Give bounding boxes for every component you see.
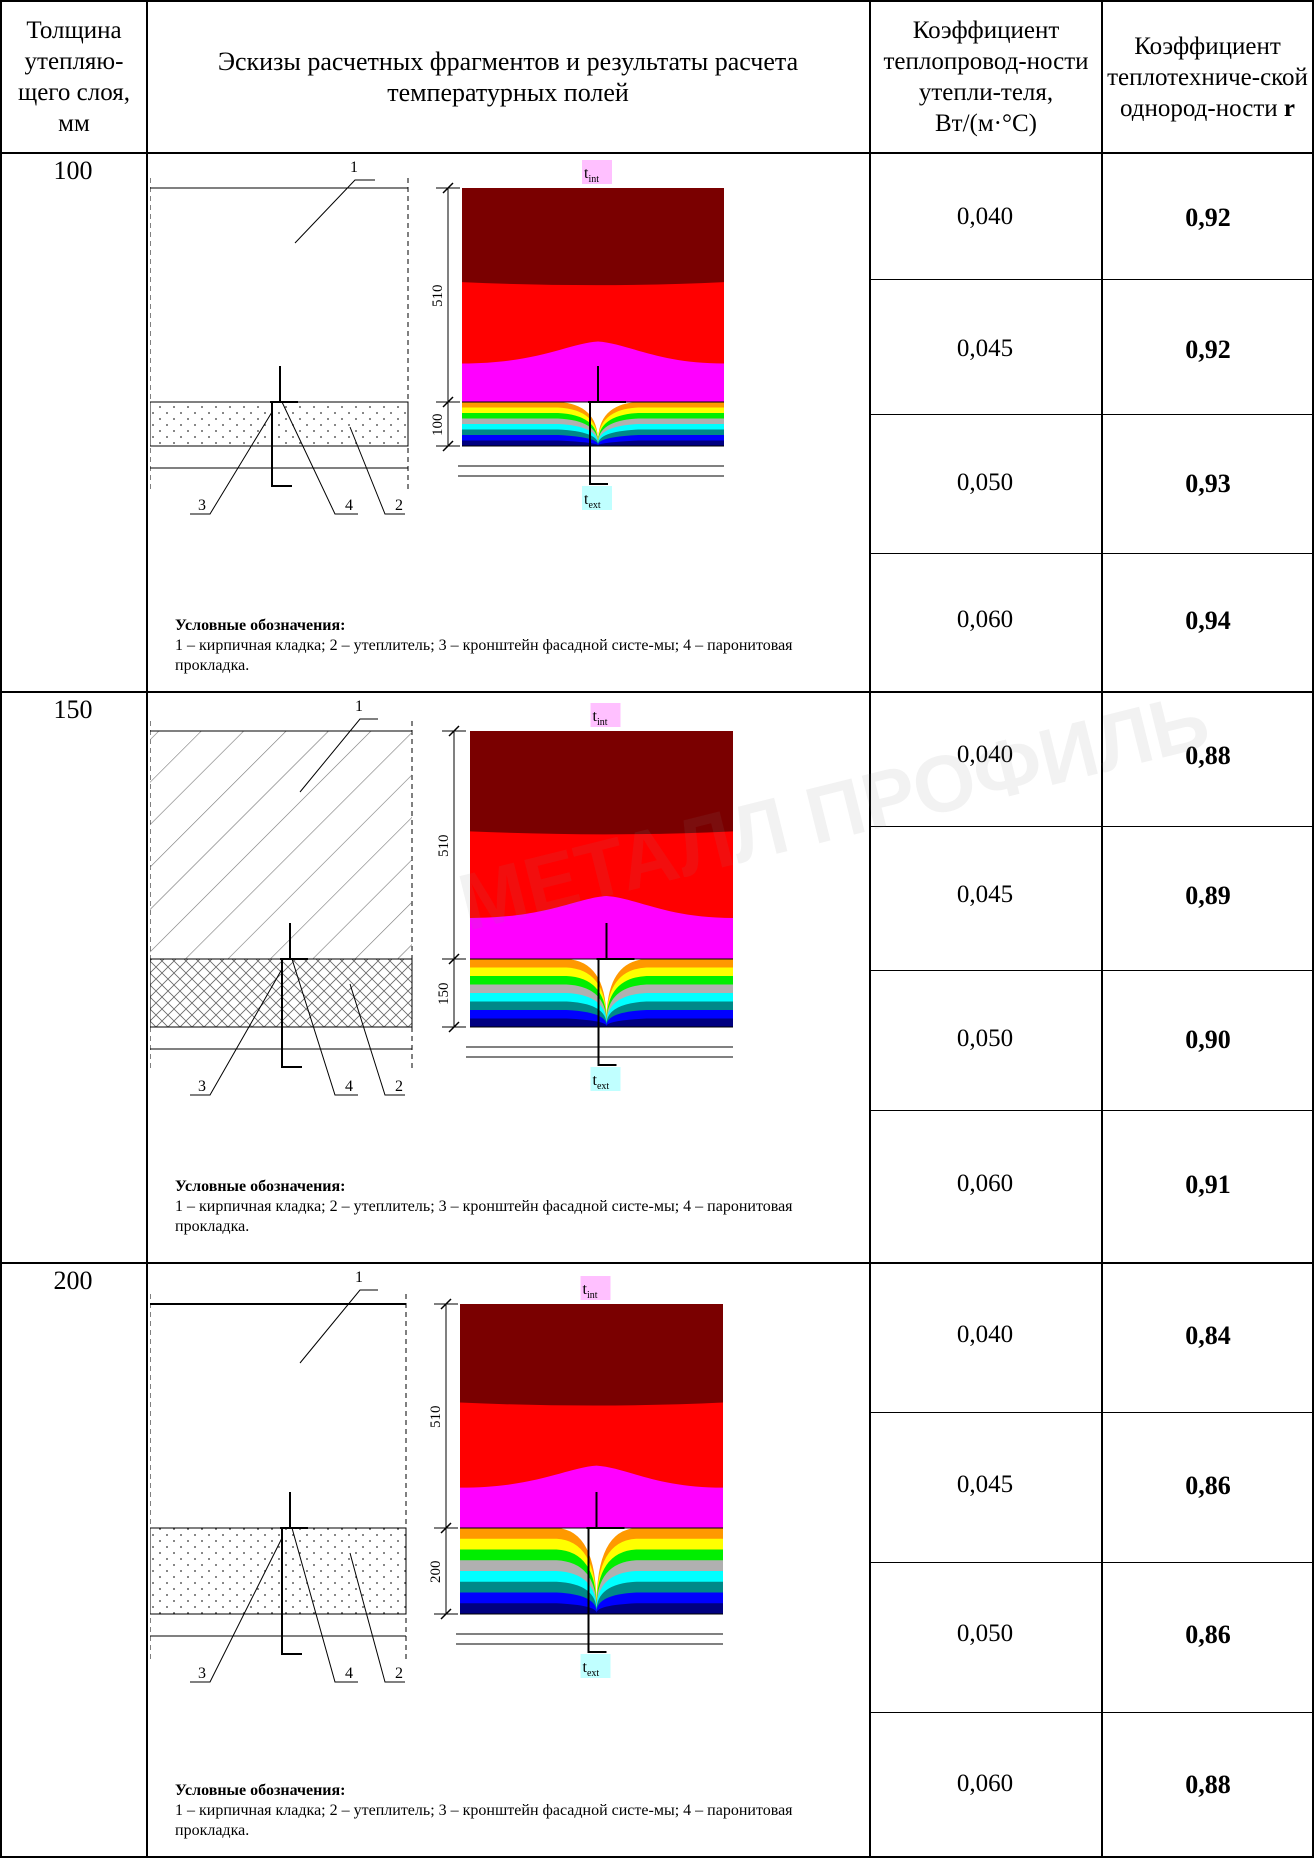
thickness-value: 100 [53, 156, 93, 185]
callout-number: 1 [355, 698, 363, 715]
legend: Условные обозначения: 1 – кирпичная кладк… [175, 1781, 855, 1841]
uniformity-value: 0,86 [1185, 1620, 1231, 1649]
legend-text: 1 – кирпичная кладка; 2 – утеплитель; 3 … [175, 637, 793, 674]
legend: Условные обозначения: 1 – кирпичная кладк… [175, 1177, 855, 1237]
section-figure: 1 3 4 2 510 200 tint text [150, 1269, 723, 1683]
legend-title: Условные обозначения: [175, 1178, 346, 1195]
conductivity-value: 0,045 [956, 335, 1014, 362]
text-label: text [583, 1659, 600, 1679]
header-uniformity-text: Коэффициент теплотехниче-ской однород-но… [1107, 32, 1308, 122]
column-divider [1101, 2, 1103, 1856]
header-sketches: Эскизы расчетных фрагментов и результаты… [217, 47, 799, 107]
column-divider [869, 2, 871, 1856]
callout-number: 2 [395, 1665, 403, 1682]
header-uniformity: Коэффициент теплотехниче-ской однород-но… [1105, 2, 1310, 152]
header-r-symbol: r [1283, 94, 1295, 122]
uniformity-value: 0,93 [1185, 469, 1231, 498]
legend-title: Условные обозначения: [175, 1782, 346, 1799]
text-label: text [593, 1072, 610, 1092]
section-figure: 1 3 4 2 510 150 tint text [150, 698, 733, 1096]
legend-title: Условные обозначения: [175, 617, 346, 634]
legend-text: 1 – кирпичная кладка; 2 – утеплитель; 3 … [175, 1198, 793, 1235]
uniformity-value: 0,84 [1185, 1321, 1231, 1350]
row-divider [870, 553, 1314, 554]
callout-number: 2 [395, 1078, 403, 1095]
thickness-value: 150 [53, 695, 93, 724]
table-top-border [0, 0, 1314, 2]
table-bottom-border [0, 1856, 1314, 1858]
conductivity-value: 0,050 [956, 469, 1014, 496]
conductivity-value: 0,040 [956, 203, 1014, 230]
uniformity-value: 0,89 [1185, 881, 1231, 910]
tint-label: tint [593, 708, 608, 728]
dimension-wall: 510 [430, 285, 446, 308]
conductivity-value: 0,050 [956, 1025, 1014, 1052]
header-conductivity: Коэффициент теплопровод-ности утепли-тел… [883, 17, 1089, 137]
conductivity-value: 0,040 [956, 741, 1014, 768]
uniformity-value: 0,91 [1185, 1170, 1231, 1199]
conductivity-value: 0,040 [956, 1321, 1014, 1348]
column-divider [146, 2, 148, 1856]
header-thickness: Толщина утепляю-щего слоя, мм [17, 17, 131, 137]
callout-number: 3 [198, 1665, 206, 1682]
header-divider [0, 152, 1314, 154]
table-right-border [1312, 2, 1314, 1856]
conductivity-value: 0,060 [956, 1770, 1014, 1797]
legend: Условные обозначения: 1 – кирпичная кладк… [175, 616, 855, 676]
tint-label: tint [583, 1281, 598, 1301]
callout-number: 4 [345, 497, 353, 514]
row-divider [870, 279, 1314, 280]
callout-number: 4 [345, 1665, 353, 1682]
row-divider [870, 826, 1314, 827]
text-label: text [584, 491, 601, 511]
conductivity-value: 0,045 [956, 881, 1014, 908]
row-divider [870, 970, 1314, 971]
uniformity-value: 0,86 [1185, 1471, 1231, 1500]
conductivity-value: 0,045 [956, 1471, 1014, 1498]
dimension-wall: 510 [436, 835, 452, 858]
section-figure: 1 3 4 2 510 100 tint text [150, 159, 724, 515]
uniformity-value: 0,88 [1185, 1770, 1231, 1799]
thickness-value: 200 [53, 1266, 93, 1295]
row-divider [870, 1110, 1314, 1111]
row-divider [870, 1562, 1314, 1563]
uniformity-value: 0,92 [1185, 335, 1231, 364]
uniformity-value: 0,88 [1185, 741, 1231, 770]
row-divider [870, 1412, 1314, 1413]
legend-text: 1 – кирпичная кладка; 2 – утеплитель; 3 … [175, 1802, 793, 1839]
callout-number: 3 [198, 497, 206, 514]
section-divider [0, 1262, 1314, 1264]
callout-number: 1 [355, 1269, 363, 1286]
dimension-insulation: 150 [436, 983, 452, 1006]
conductivity-value: 0,060 [956, 1170, 1014, 1197]
row-divider [870, 414, 1314, 415]
tint-label: tint [584, 165, 599, 185]
uniformity-value: 0,90 [1185, 1025, 1231, 1054]
conductivity-value: 0,050 [956, 1620, 1014, 1647]
uniformity-value: 0,92 [1185, 203, 1231, 232]
uniformity-value: 0,94 [1185, 606, 1231, 635]
section-divider [0, 691, 1314, 693]
callout-number: 3 [198, 1078, 206, 1095]
callout-number: 2 [395, 497, 403, 514]
conductivity-value: 0,060 [956, 606, 1014, 633]
callout-number: 4 [345, 1078, 353, 1095]
callout-number: 1 [350, 159, 358, 176]
dimension-insulation: 200 [428, 1561, 444, 1584]
row-divider [870, 1712, 1314, 1713]
table-left-border [0, 2, 2, 1856]
dimension-wall: 510 [428, 1406, 444, 1429]
dimension-insulation: 100 [430, 414, 446, 437]
